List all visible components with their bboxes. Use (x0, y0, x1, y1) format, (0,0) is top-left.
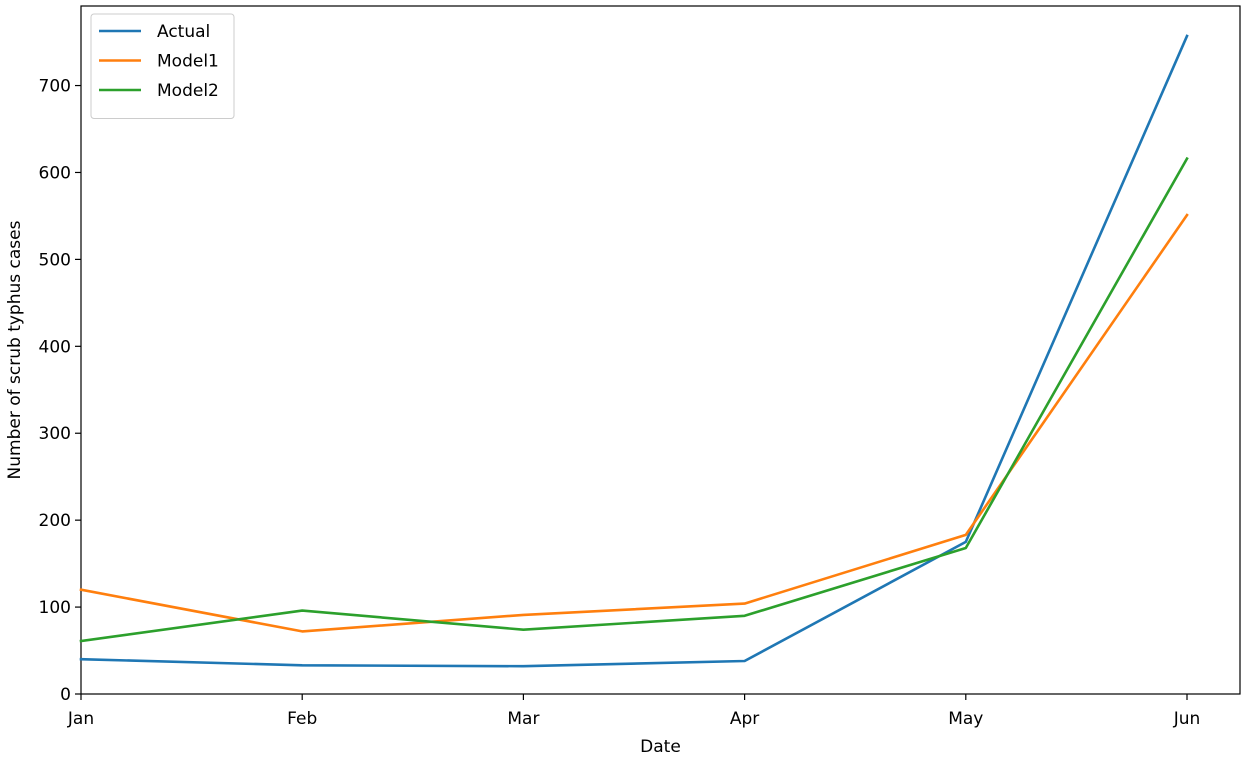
y-axis: 0 100 200 300 400 500 600 700 (39, 77, 81, 705)
legend-label-actual: Actual (157, 22, 210, 42)
x-tick-label: Feb (287, 709, 317, 729)
y-tick-label: 300 (39, 424, 71, 444)
x-axis: Jan Feb Mar Apr May Jun (67, 694, 1200, 729)
y-tick-label: 200 (39, 511, 71, 531)
x-tick-label: May (948, 709, 983, 729)
legend: Actual Model1 Model2 (90, 13, 235, 119)
series-line-model1 (79, 213, 1189, 633)
y-tick-label: 100 (39, 598, 71, 618)
series-line-model2 (79, 156, 1189, 643)
legend-label-model1: Model1 (157, 52, 219, 72)
y-axis-label: Number of scrub typhus cases (5, 220, 25, 479)
x-tick-label: Jan (67, 709, 94, 729)
y-tick-label: 500 (39, 250, 71, 270)
plot-frame (80, 5, 1241, 695)
legend-label-model2: Model2 (157, 81, 219, 101)
plot-area (80, 5, 1241, 695)
series-layer (79, 34, 1189, 668)
y-tick-label: 600 (39, 163, 71, 183)
x-axis-label: Date (640, 737, 681, 757)
x-tick-label: Mar (507, 709, 539, 729)
x-tick-label: Jun (1173, 709, 1201, 729)
y-tick-label: 400 (39, 337, 71, 357)
series-line-actual (79, 34, 1189, 668)
legend-box (90, 13, 235, 119)
y-tick-label: 0 (60, 685, 71, 705)
x-tick-label: Apr (730, 709, 759, 729)
y-tick-label: 700 (39, 77, 71, 97)
